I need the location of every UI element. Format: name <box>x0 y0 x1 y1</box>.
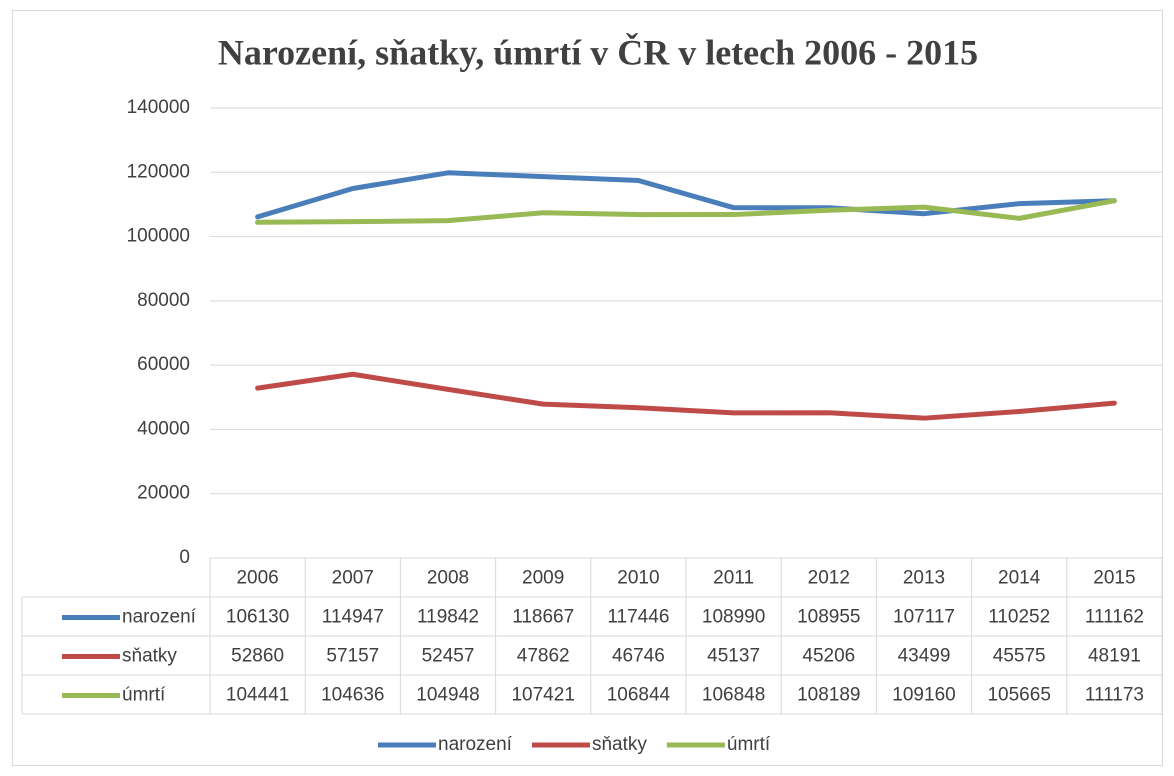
table-cell: 43499 <box>898 646 951 667</box>
series-line <box>255 170 1117 220</box>
y-tick-label: 0 <box>179 547 190 568</box>
x-tick-label: 2010 <box>617 568 659 589</box>
table-cell: 105665 <box>987 685 1050 706</box>
table-cell: 45137 <box>707 646 760 667</box>
table-cell: 52457 <box>422 646 475 667</box>
y-tick-label: 120000 <box>127 161 190 182</box>
x-tick-label: 2007 <box>332 568 374 589</box>
x-tick-label: 2009 <box>522 568 564 589</box>
table-cell: 111162 <box>1085 607 1144 628</box>
table-cell: 45575 <box>993 646 1046 667</box>
table-cell: 108189 <box>797 685 860 706</box>
table-cell: 48191 <box>1088 646 1141 667</box>
table-cell: 119842 <box>417 607 479 628</box>
x-tick-label: 2012 <box>808 568 850 589</box>
table-row-label: narození <box>122 607 197 628</box>
table-cell: 46746 <box>612 646 665 667</box>
table-cell: 107421 <box>511 685 574 706</box>
table-cell: 118667 <box>512 607 574 628</box>
table-cell: 111173 <box>1085 685 1144 706</box>
series-line <box>255 371 1117 421</box>
table-cell: 52860 <box>231 646 284 667</box>
table-cell: 106848 <box>702 685 765 706</box>
table-cell: 107117 <box>893 607 955 628</box>
table-cell: 108955 <box>797 607 860 628</box>
table-row-label: sňatky <box>122 646 177 667</box>
y-tick-label: 140000 <box>127 97 190 118</box>
table-cell: 109160 <box>892 685 955 706</box>
y-tick-label: 40000 <box>137 418 190 439</box>
table-cell: 104948 <box>416 685 479 706</box>
table-cell: 47862 <box>517 646 570 667</box>
y-tick-label: 100000 <box>127 226 190 247</box>
y-tick-label: 20000 <box>137 483 190 504</box>
table-cell: 110252 <box>988 607 1050 628</box>
x-tick-label: 2015 <box>1093 568 1135 589</box>
x-tick-label: 2013 <box>903 568 945 589</box>
table-cell: 106844 <box>607 685 671 706</box>
table-cell: 57157 <box>326 646 379 667</box>
table-cell: 108990 <box>702 607 765 628</box>
chart-title: Narození, sňatky, úmrtí v ČR v letech 20… <box>218 32 978 72</box>
y-tick-label: 80000 <box>137 290 190 311</box>
x-tick-label: 2008 <box>427 568 469 589</box>
y-tick-label: 60000 <box>137 354 190 375</box>
table-cell: 45206 <box>802 646 855 667</box>
table-cell: 117446 <box>607 607 669 628</box>
legend-label: sňatky <box>592 734 647 755</box>
table-cell: 106130 <box>226 607 289 628</box>
table-cell: 104636 <box>321 685 384 706</box>
series-line <box>255 198 1117 225</box>
x-tick-label: 2006 <box>236 568 278 589</box>
table-row-label: úmrtí <box>122 685 166 706</box>
chart-border <box>12 10 1163 766</box>
legend-label: narození <box>438 734 513 755</box>
table-cell: 104441 <box>226 685 289 706</box>
table-cell: 114947 <box>322 607 384 628</box>
x-tick-label: 2011 <box>713 568 754 589</box>
x-tick-label: 2014 <box>998 568 1041 589</box>
legend-label: úmrtí <box>727 734 771 755</box>
